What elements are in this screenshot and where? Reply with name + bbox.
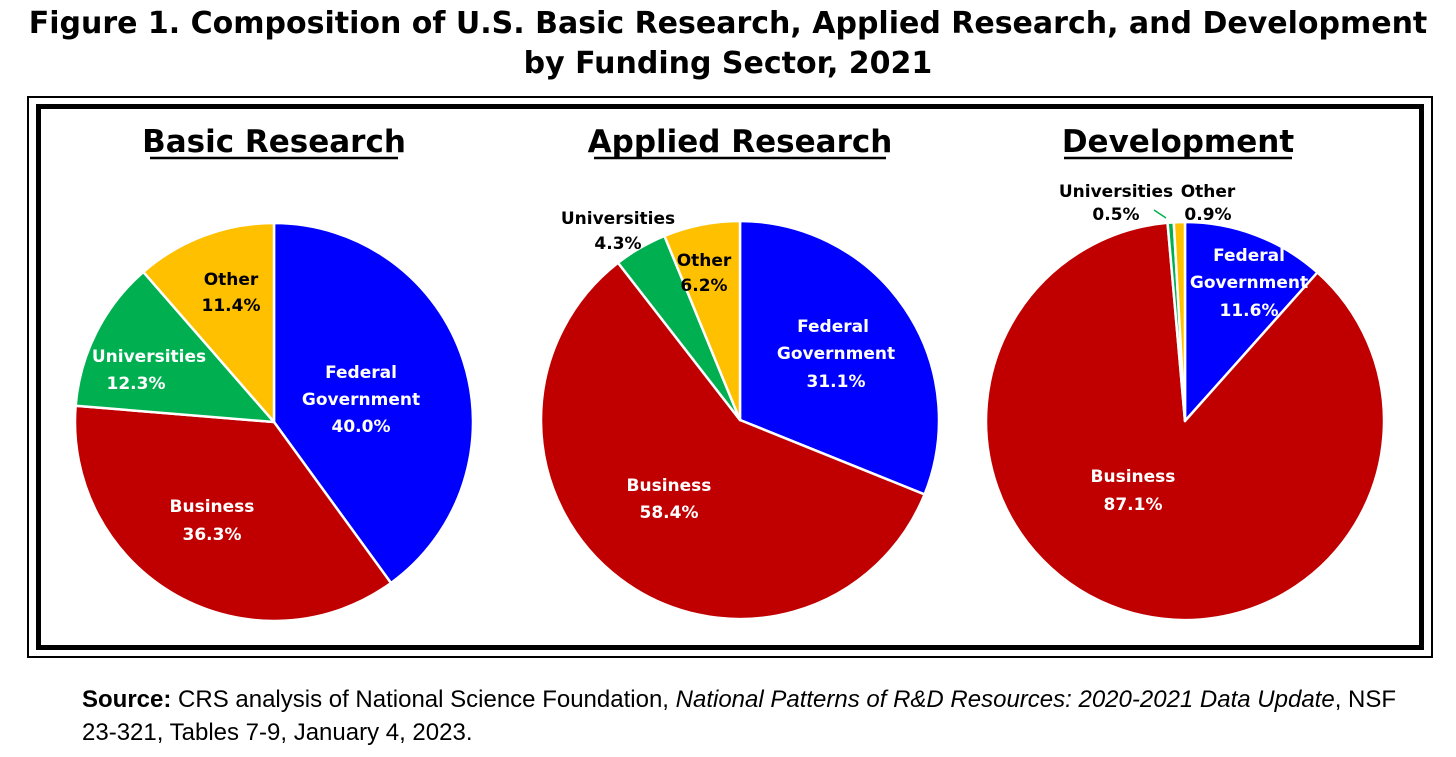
basic-research-federal-government-name-label-2: Government <box>302 390 420 410</box>
basic-research-business-name-label-1: Business <box>170 497 255 517</box>
applied-research-other-value-label: 6.2% <box>680 276 727 296</box>
development-other-name-label-1: Other <box>1181 182 1236 202</box>
applied-research-slice-other <box>663 219 742 422</box>
basic-research-slice-federal-government <box>272 221 475 585</box>
figure-title-line-1: Figure 1. Composition of U.S. Basic Rese… <box>28 6 1428 41</box>
applied-research-slice-federal-government <box>738 219 941 496</box>
source-publication: National Patterns of R&D Resources: 2020… <box>675 686 1335 713</box>
development-business-value-label: 87.1% <box>1104 495 1163 515</box>
figure-title: Figure 1. Composition of U.S. Basic Rese… <box>0 4 1456 84</box>
source-text-before: CRS analysis of National Science Foundat… <box>171 686 676 713</box>
basic-research-title: Basic Research <box>142 124 406 160</box>
figure-title-line-2: by Funding Sector, 2021 <box>523 46 933 81</box>
applied-research-other-name-label-1: Other <box>677 251 732 271</box>
applied-research-universities-name-label-1: Universities <box>561 209 675 229</box>
applied-research-business-name-label-1: Business <box>627 476 712 496</box>
development-universities-name-label-1: Universities <box>1059 182 1173 202</box>
applied-research-title: Applied Research <box>588 124 893 160</box>
basic-research-other-name-label-1: Other <box>204 270 259 290</box>
source-label: Source: <box>82 686 172 713</box>
basic-research-federal-government-name-label-1: Federal <box>325 363 397 383</box>
chart-frame-outer <box>27 96 1433 658</box>
basic-research-other-value-label: 11.4% <box>202 296 261 316</box>
basic-research-slice-business <box>73 404 393 623</box>
basic-research-federal-government-value-label: 40.0% <box>332 417 391 437</box>
basic-research-universities-name-label-1: Universities <box>92 347 206 367</box>
development-federal-government-value-label: 11.6% <box>1220 301 1279 321</box>
basic-research-slice-universities <box>74 270 276 424</box>
development-universities-value-label: 0.5% <box>1092 205 1139 225</box>
development-other-value-label: 0.9% <box>1184 205 1231 225</box>
development-title: Development <box>1062 124 1294 160</box>
development-business-name-label-1: Business <box>1091 467 1176 487</box>
basic-research-universities-value-label: 12.3% <box>107 374 166 394</box>
development-slice-other <box>1172 220 1187 423</box>
basic-research-business-value-label: 36.3% <box>183 525 242 545</box>
development-federal-government-name-label-2: Government <box>1190 273 1308 293</box>
chart-frame-inner <box>36 104 1424 650</box>
development-federal-government-name-label-1: Federal <box>1213 246 1285 266</box>
applied-research-federal-government-name-label-2: Government <box>777 344 895 364</box>
source-text-after: , NSF 23-321, Tables 7-9, January 4, 202… <box>82 686 1397 746</box>
applied-research-slice-business <box>539 261 926 621</box>
applied-research-business-value-label: 58.4% <box>640 503 699 523</box>
development-universities-leader-line <box>1153 209 1167 219</box>
source-note: Source: CRS analysis of National Science… <box>82 683 1422 749</box>
basic-research-slice-other <box>142 221 276 424</box>
development-slice-federal-government <box>1183 220 1319 423</box>
applied-research-federal-government-value-label: 31.1% <box>807 372 866 392</box>
applied-research-universities-value-label: 4.3% <box>594 234 641 254</box>
applied-research-federal-government-name-label-1: Federal <box>797 317 869 337</box>
